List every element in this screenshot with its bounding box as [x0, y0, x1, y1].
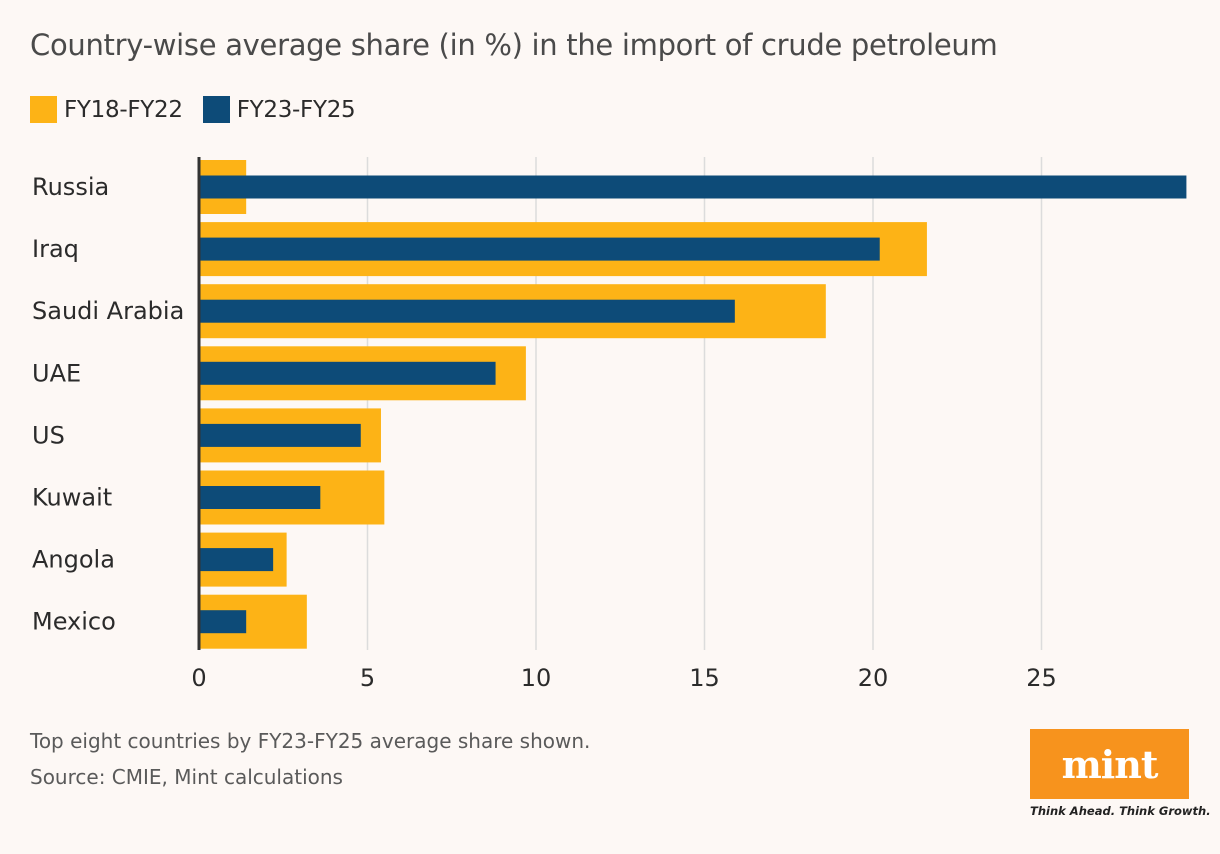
legend-swatch-fy18-fy22: [30, 96, 57, 123]
logo-tagline: Think Ahead. Think Growth.: [1030, 804, 1211, 818]
x-tick-label-20: 20: [858, 664, 889, 692]
x-tick-label-0: 0: [191, 664, 206, 692]
bar-fy23-fy25-us: [199, 423, 361, 447]
category-label-iraq: Iraq: [32, 235, 79, 263]
x-tick-label-25: 25: [1026, 664, 1057, 692]
footnote: Top eight countries by FY23-FY25 average…: [30, 729, 591, 753]
category-label-us: US: [32, 421, 65, 449]
mint-logo: mint: [1030, 729, 1189, 799]
bar-fy23-fy25-angola: [199, 548, 274, 572]
chart-title: Country-wise average share (in %) in the…: [30, 28, 998, 62]
legend-item-fy18-fy22: FY18-FY22: [30, 96, 183, 123]
legend-item-fy23-fy25: FY23-FY25: [202, 96, 356, 123]
category-label-mexico: Mexico: [32, 608, 116, 636]
source-note: Source: CMIE, Mint calculations: [30, 765, 343, 789]
bar-fy23-fy25-iraq: [199, 237, 880, 261]
legend-label-fy18-fy22: FY18-FY22: [64, 96, 183, 123]
logo-wordmark: mint: [1061, 741, 1159, 787]
legend-label-fy23-fy25: FY23-FY25: [236, 96, 356, 123]
category-label-kuwait: Kuwait: [32, 484, 112, 512]
bar-fy23-fy25-russia: [199, 175, 1187, 199]
category-label-saudi-arabia: Saudi Arabia: [32, 297, 184, 325]
bar-fy23-fy25-uae: [199, 361, 496, 385]
x-tick-label-5: 5: [360, 664, 375, 692]
x-tick-label-10: 10: [521, 664, 552, 692]
bar-fy23-fy25-saudi-arabia: [199, 299, 735, 323]
category-label-russia: Russia: [32, 173, 109, 201]
bar-fy23-fy25-kuwait: [199, 486, 321, 509]
bar-fy23-fy25-mexico: [199, 610, 247, 634]
category-label-uae: UAE: [32, 359, 81, 387]
category-label-angola: Angola: [32, 546, 115, 574]
x-tick-label-15: 15: [689, 664, 720, 692]
legend-swatch-fy23-fy25: [202, 96, 230, 123]
legend: FY18-FY22 FY23-FY25: [30, 96, 375, 123]
